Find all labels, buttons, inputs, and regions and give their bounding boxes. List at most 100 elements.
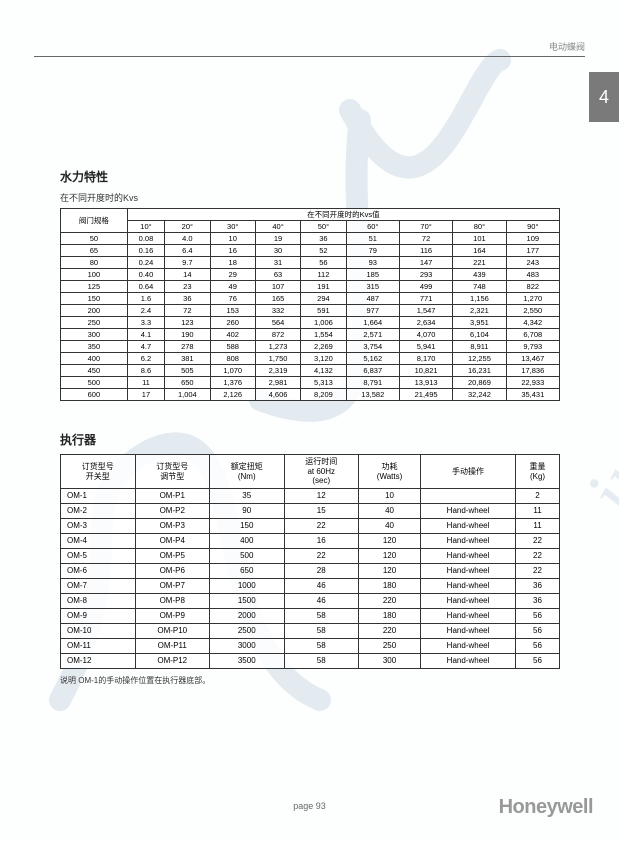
act-cell: 58 xyxy=(284,639,359,654)
act-cell: 16 xyxy=(284,534,359,549)
act-cell: 10 xyxy=(359,489,421,504)
table-row: OM-6OM-P665028120Hand-wheel22 xyxy=(61,564,560,579)
actuator-footnote: 说明 OM-1的手动操作位置在执行器底部。 xyxy=(60,675,560,686)
kvs-value-cell: 8,209 xyxy=(301,389,346,401)
kvs-value-cell: 153 xyxy=(210,305,255,317)
act-cell: 3500 xyxy=(210,654,285,669)
kvs-section-title: 水力特性 xyxy=(60,168,560,185)
kvs-value-cell: 35,431 xyxy=(506,389,559,401)
kvs-value-cell: 4,606 xyxy=(255,389,300,401)
act-cell: 2000 xyxy=(210,609,285,624)
kvs-value-cell: 36 xyxy=(165,293,210,305)
kvs-value-cell: 1,664 xyxy=(346,317,399,329)
kvs-value-cell: 72 xyxy=(165,305,210,317)
kvs-value-cell: 30 xyxy=(255,245,300,257)
kvs-value-cell: 977 xyxy=(346,305,399,317)
kvs-value-cell: 3,120 xyxy=(301,353,346,365)
act-cell: OM-P2 xyxy=(135,504,210,519)
kvs-value-cell: 21,495 xyxy=(399,389,452,401)
act-cell: Hand-wheel xyxy=(421,519,516,534)
act-cell: 650 xyxy=(210,564,285,579)
kvs-value-cell: 483 xyxy=(506,269,559,281)
kvs-size-cell: 125 xyxy=(61,281,128,293)
act-cell: 150 xyxy=(210,519,285,534)
kvs-size-cell: 300 xyxy=(61,329,128,341)
act-cell: OM-P1 xyxy=(135,489,210,504)
kvs-value-cell: 107 xyxy=(255,281,300,293)
kvs-value-cell: 18 xyxy=(210,257,255,269)
act-cell: Hand-wheel xyxy=(421,609,516,624)
act-cell: 22 xyxy=(516,564,560,579)
kvs-value-cell: 0.16 xyxy=(127,245,164,257)
table-row: 3504.72785881,2732,2693,7545,9418,9119,7… xyxy=(61,341,560,353)
kvs-value-cell: 36 xyxy=(301,233,346,245)
act-cell: 46 xyxy=(284,594,359,609)
act-cell: Hand-wheel xyxy=(421,579,516,594)
kvs-value-cell: 293 xyxy=(399,269,452,281)
act-cell: 36 xyxy=(516,579,560,594)
kvs-value-cell: 591 xyxy=(301,305,346,317)
kvs-value-cell: 2,126 xyxy=(210,389,255,401)
kvs-value-cell: 112 xyxy=(301,269,346,281)
act-cell: 56 xyxy=(516,654,560,669)
kvs-size-cell: 450 xyxy=(61,365,128,377)
kvs-size-cell: 100 xyxy=(61,269,128,281)
act-col-order-modulating: 订货型号调节型 xyxy=(135,455,210,489)
kvs-value-cell: 1,273 xyxy=(255,341,300,353)
kvs-value-cell: 22,933 xyxy=(506,377,559,389)
kvs-value-cell: 808 xyxy=(210,353,255,365)
kvs-value-cell: 109 xyxy=(506,233,559,245)
table-row: 650.166.416305279116164177 xyxy=(61,245,560,257)
act-cell: 58 xyxy=(284,654,359,669)
kvs-value-cell: 29 xyxy=(210,269,255,281)
content-area: 水力特性 在不同开度时的Kvs 阀门规格 在不同开度时的Kvs值 10°20°3… xyxy=(60,168,560,686)
kvs-value-cell: 13,467 xyxy=(506,353,559,365)
kvs-value-cell: 2,571 xyxy=(346,329,399,341)
kvs-value-cell: 1,554 xyxy=(301,329,346,341)
kvs-value-cell: 49 xyxy=(210,281,255,293)
act-cell: Hand-wheel xyxy=(421,624,516,639)
kvs-value-cell: 8,791 xyxy=(346,377,399,389)
table-row: 4508.65051,0702,3194,1326,83710,82116,23… xyxy=(61,365,560,377)
kvs-value-cell: 19 xyxy=(255,233,300,245)
kvs-value-cell: 2,634 xyxy=(399,317,452,329)
kvs-value-cell: 748 xyxy=(453,281,506,293)
act-cell: OM-3 xyxy=(61,519,136,534)
act-cell: Hand-wheel xyxy=(421,654,516,669)
kvs-value-cell: 17 xyxy=(127,389,164,401)
act-cell: OM-P9 xyxy=(135,609,210,624)
kvs-value-cell: 190 xyxy=(165,329,210,341)
kvs-value-cell: 564 xyxy=(255,317,300,329)
kvs-value-cell: 381 xyxy=(165,353,210,365)
kvs-value-cell: 63 xyxy=(255,269,300,281)
kvs-value-cell: 4.1 xyxy=(127,329,164,341)
kvs-value-cell: 8,170 xyxy=(399,353,452,365)
kvs-size-cell: 150 xyxy=(61,293,128,305)
page-section-tab: 4 xyxy=(589,72,619,122)
act-col-power: 功耗(Watts) xyxy=(359,455,421,489)
kvs-angle-header: 80° xyxy=(453,221,506,233)
kvs-value-cell: 2,319 xyxy=(255,365,300,377)
act-cell: 1000 xyxy=(210,579,285,594)
table-row: OM-8OM-P8150046220Hand-wheel36 xyxy=(61,594,560,609)
kvs-value-cell: 32,242 xyxy=(453,389,506,401)
kvs-corner-header: 阀门规格 xyxy=(61,209,128,233)
act-cell: OM-9 xyxy=(61,609,136,624)
kvs-size-cell: 400 xyxy=(61,353,128,365)
act-cell: 2 xyxy=(516,489,560,504)
kvs-value-cell: 402 xyxy=(210,329,255,341)
kvs-value-cell: 17,836 xyxy=(506,365,559,377)
table-row: OM-11OM-P11300058250Hand-wheel56 xyxy=(61,639,560,654)
act-col-torque: 额定扭矩(Nm) xyxy=(210,455,285,489)
table-row: OM-7OM-P7100046180Hand-wheel36 xyxy=(61,579,560,594)
kvs-value-cell: 4.0 xyxy=(165,233,210,245)
kvs-value-cell: 5,313 xyxy=(301,377,346,389)
kvs-angle-header: 90° xyxy=(506,221,559,233)
table-row: 1000.40142963112185293439483 xyxy=(61,269,560,281)
kvs-value-cell: 14 xyxy=(165,269,210,281)
act-cell: 2500 xyxy=(210,624,285,639)
table-row: OM-3OM-P31502240Hand-wheel11 xyxy=(61,519,560,534)
kvs-value-cell: 3,754 xyxy=(346,341,399,353)
kvs-value-cell: 1.6 xyxy=(127,293,164,305)
kvs-group-header: 在不同开度时的Kvs值 xyxy=(127,209,559,221)
